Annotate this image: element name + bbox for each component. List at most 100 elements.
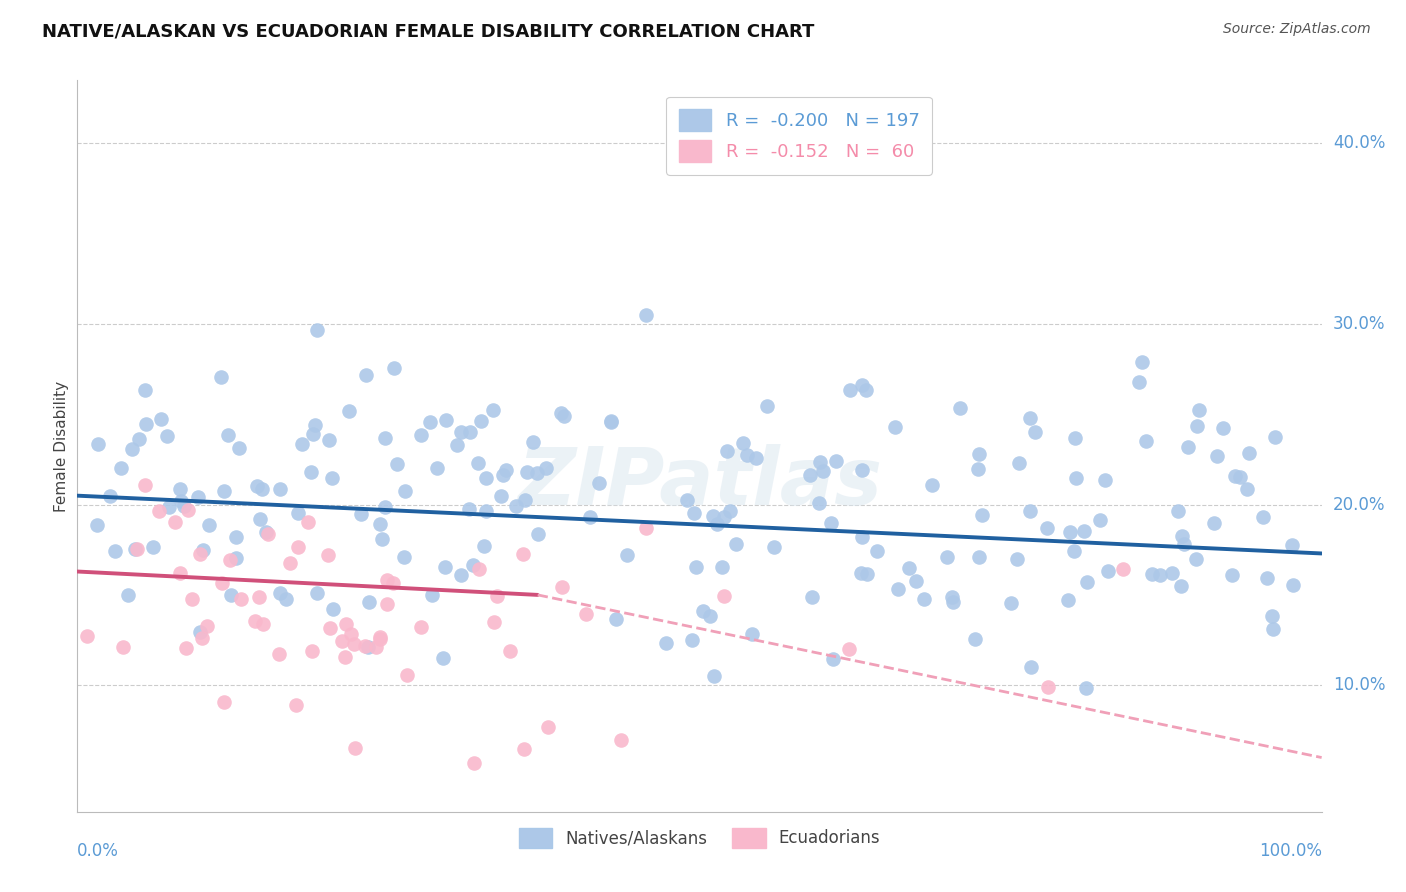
Point — [745, 450, 768, 465]
Point — [634, 521, 657, 535]
Point — [1177, 440, 1199, 454]
Point — [1094, 473, 1116, 487]
Point — [250, 483, 273, 497]
Point — [219, 553, 242, 567]
Point — [394, 483, 416, 498]
Point — [124, 542, 146, 557]
Point — [322, 602, 344, 616]
Point — [1076, 681, 1098, 695]
Point — [446, 438, 468, 452]
Point — [472, 539, 495, 553]
Point — [135, 417, 157, 431]
Point — [87, 436, 110, 450]
Point — [433, 559, 456, 574]
Point — [381, 576, 404, 591]
Point — [941, 591, 963, 605]
Point — [249, 512, 271, 526]
Point — [936, 550, 959, 565]
Point — [149, 412, 172, 426]
Point — [741, 627, 763, 641]
Point — [156, 429, 179, 443]
Point — [188, 625, 211, 640]
Point — [856, 567, 879, 582]
Point — [432, 650, 454, 665]
Point — [681, 632, 703, 647]
Point — [1202, 516, 1225, 530]
Point — [737, 448, 759, 462]
Point — [526, 467, 548, 481]
Point — [1160, 566, 1182, 581]
Point — [467, 456, 489, 470]
Point — [269, 483, 291, 497]
Text: ZIPatlas: ZIPatlas — [517, 443, 882, 522]
Point — [575, 607, 598, 621]
Text: NATIVE/ALASKAN VS ECUADORIAN FEMALE DISABILITY CORRELATION CHART: NATIVE/ALASKAN VS ECUADORIAN FEMALE DISA… — [42, 22, 814, 40]
Point — [193, 542, 215, 557]
Point — [368, 632, 391, 646]
Point — [492, 468, 515, 483]
Point — [458, 425, 481, 439]
Point — [716, 444, 738, 458]
Point — [1128, 375, 1150, 389]
Point — [1111, 562, 1133, 576]
Point — [682, 506, 704, 520]
Point — [849, 566, 872, 580]
Point — [1237, 446, 1260, 460]
Point — [513, 742, 536, 756]
Point — [104, 544, 127, 558]
Point — [600, 416, 623, 430]
Point — [343, 637, 366, 651]
Point — [1225, 468, 1247, 483]
Point — [276, 592, 298, 607]
Point — [516, 465, 538, 479]
Point — [191, 631, 214, 645]
Point — [482, 403, 505, 417]
Point — [579, 510, 602, 524]
Point — [422, 588, 444, 602]
Point — [610, 733, 633, 747]
Point — [801, 590, 824, 604]
Point — [98, 489, 121, 503]
Point — [1073, 524, 1095, 538]
Point — [1212, 421, 1234, 435]
Point — [134, 478, 156, 492]
Point — [302, 426, 325, 441]
Point — [225, 530, 247, 544]
Point — [458, 502, 481, 516]
Point — [318, 621, 340, 635]
Point — [335, 650, 357, 665]
Point — [287, 540, 309, 554]
Point — [763, 540, 786, 554]
Point — [297, 516, 319, 530]
Point — [1019, 411, 1042, 425]
Point — [513, 492, 536, 507]
Point — [1036, 521, 1059, 535]
Point — [886, 582, 908, 596]
Point — [212, 483, 235, 498]
Text: 0.0%: 0.0% — [77, 842, 120, 860]
Point — [1256, 571, 1278, 585]
Point — [219, 588, 242, 602]
Point — [616, 549, 638, 563]
Point — [110, 460, 132, 475]
Point — [1130, 354, 1153, 368]
Point — [605, 611, 627, 625]
Point — [163, 516, 186, 530]
Point — [173, 499, 195, 513]
Legend: Natives/Alaskans, Ecuadorians: Natives/Alaskans, Ecuadorians — [512, 821, 887, 855]
Point — [491, 490, 513, 504]
Point — [198, 517, 221, 532]
Point — [967, 549, 990, 564]
Point — [1282, 578, 1305, 592]
Point — [396, 668, 419, 682]
Point — [188, 547, 211, 561]
Point — [357, 595, 380, 609]
Point — [522, 435, 544, 450]
Point — [1097, 564, 1119, 578]
Point — [550, 407, 572, 421]
Point — [898, 561, 921, 575]
Point — [1036, 681, 1059, 695]
Point — [450, 425, 472, 440]
Point — [426, 461, 449, 475]
Point — [1187, 419, 1209, 434]
